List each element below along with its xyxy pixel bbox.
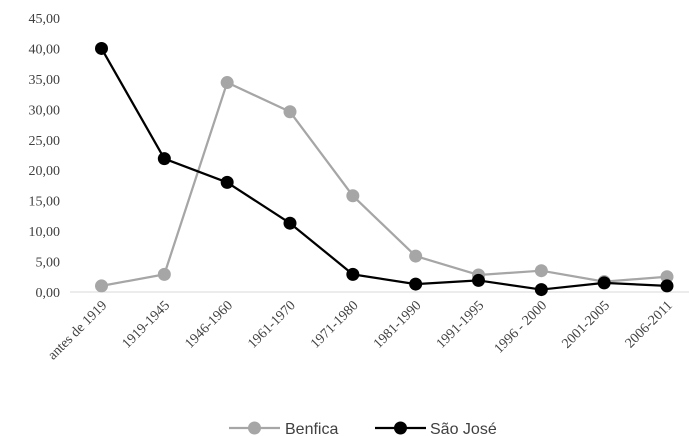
x-tick-label: 2006-2011 bbox=[623, 298, 676, 351]
data-point bbox=[472, 273, 485, 287]
x-tick-label: 1991-1995 bbox=[434, 298, 488, 352]
legend-swatch-marker bbox=[394, 421, 407, 435]
data-point bbox=[283, 216, 297, 230]
series-layer bbox=[95, 41, 674, 297]
legend-swatch-marker bbox=[248, 421, 261, 435]
data-point bbox=[95, 279, 108, 293]
data-point bbox=[660, 270, 674, 284]
y-tick-label: 5,00 bbox=[36, 256, 61, 271]
legend-label: São José bbox=[430, 421, 497, 436]
x-axis-ticks: antes de 1919 1919-1945 1946-1960 1961-1970… bbox=[45, 298, 676, 363]
data-point bbox=[220, 175, 234, 189]
y-tick-label: 45,00 bbox=[29, 12, 61, 27]
data-point bbox=[283, 105, 297, 119]
data-point bbox=[95, 41, 108, 55]
data-point bbox=[409, 277, 423, 291]
data-point bbox=[660, 279, 674, 293]
series-line-0 bbox=[101, 81, 668, 288]
series-line-1 bbox=[100, 47, 668, 291]
data-point bbox=[346, 189, 360, 203]
y-tick-label: 40,00 bbox=[29, 42, 61, 57]
y-axis-ticks: 0,00 5,00 10,00 15,00 20,00 25,00 30,00 35,00 40… bbox=[29, 12, 61, 301]
data-point bbox=[597, 276, 611, 290]
legend-item: Benfica bbox=[229, 421, 338, 436]
x-tick-label: antes de 1919 bbox=[45, 298, 110, 363]
legend-item: São José bbox=[375, 421, 497, 436]
x-tick-label: 1946-1960 bbox=[182, 298, 236, 352]
data-point bbox=[157, 267, 171, 281]
x-tick-label: 1971-1980 bbox=[308, 298, 362, 352]
legend-label: Benfica bbox=[285, 421, 338, 436]
data-point bbox=[157, 152, 171, 166]
y-tick-label: 20,00 bbox=[29, 164, 61, 179]
data-point bbox=[409, 249, 423, 263]
y-tick-label: 35,00 bbox=[29, 73, 61, 88]
x-tick-label: 1961-1970 bbox=[245, 298, 299, 352]
x-tick-label: 1996 - 2000 bbox=[492, 298, 550, 356]
y-tick-label: 25,00 bbox=[29, 134, 61, 149]
data-point bbox=[346, 267, 360, 281]
y-tick-label: 15,00 bbox=[29, 195, 61, 210]
legend: Benfica São José bbox=[229, 421, 497, 436]
data-point bbox=[534, 264, 548, 278]
y-tick-label: 0,00 bbox=[36, 286, 61, 301]
data-point bbox=[220, 76, 234, 90]
y-tick-label: 10,00 bbox=[29, 225, 61, 240]
x-tick-label: 1981-1990 bbox=[371, 298, 425, 352]
x-tick-label: 2001-2005 bbox=[559, 298, 613, 352]
y-tick-label: 30,00 bbox=[29, 103, 61, 118]
data-point bbox=[534, 283, 548, 297]
x-tick-label: 1919-1945 bbox=[120, 298, 174, 352]
